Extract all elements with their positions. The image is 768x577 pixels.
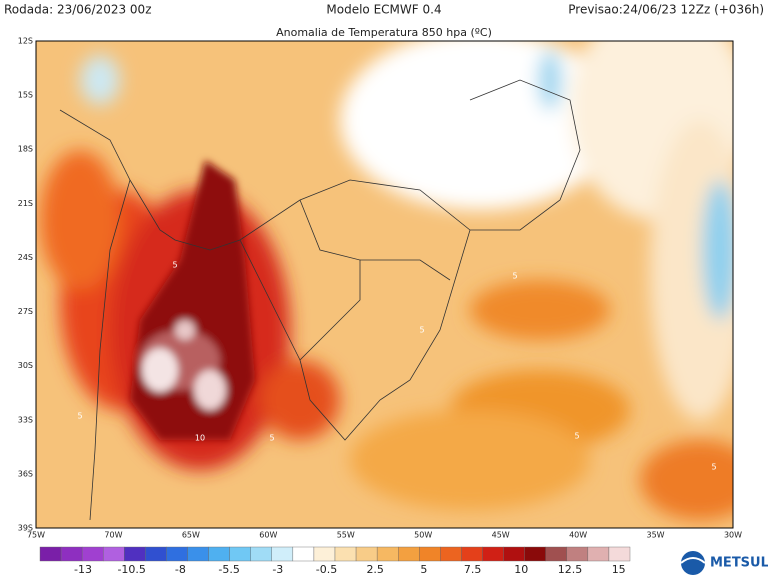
colorbar-tick-label: 15 bbox=[612, 563, 626, 576]
lon-label: 40W bbox=[569, 531, 587, 540]
run-label: Rodada: 23/06/2023 00z bbox=[4, 3, 152, 17]
colorbar-swatch bbox=[229, 546, 251, 562]
colorbar-tick-label: -13 bbox=[74, 563, 92, 576]
colorbar-swatch bbox=[292, 546, 315, 562]
colorbar-tick-label: -0.5 bbox=[316, 563, 337, 576]
contour-label: 5 bbox=[574, 432, 579, 441]
lon-label: 55W bbox=[337, 531, 355, 540]
colorbar-tick-label: 5 bbox=[420, 563, 427, 576]
colorbar-swatch bbox=[313, 546, 336, 562]
colorbar-swatch bbox=[271, 546, 294, 562]
logo-text: METSUL bbox=[710, 556, 768, 571]
lat-label: 30S bbox=[18, 361, 33, 370]
lon-label: 35W bbox=[647, 531, 665, 540]
lat-label: 36S bbox=[18, 469, 33, 478]
forecast-label: Previsao:24/06/23 12Zz (+036h) bbox=[568, 3, 764, 17]
colorbar-swatch bbox=[355, 546, 378, 562]
lon-label: 70W bbox=[104, 531, 122, 540]
colorbar-tick-label: -5.5 bbox=[218, 563, 239, 576]
colorbar-swatch bbox=[587, 546, 610, 562]
lat-label: 18S bbox=[18, 145, 33, 154]
lat-label: 33S bbox=[18, 415, 33, 424]
model-label: Modelo ECMWF 0.4 bbox=[326, 3, 441, 17]
colorbar-swatch bbox=[608, 546, 631, 562]
colorbar-tick-label: 7.5 bbox=[464, 563, 482, 576]
contour-label: 5 bbox=[512, 272, 517, 281]
colorbar-tick-label: 10 bbox=[514, 563, 528, 576]
colorbar-swatch bbox=[187, 546, 209, 562]
colorbar-tick-label: 2.5 bbox=[366, 563, 384, 576]
lon-label: 75W bbox=[27, 531, 45, 540]
colorbar-swatch bbox=[376, 546, 399, 562]
lon-label: 30W bbox=[724, 531, 742, 540]
colorbar-swatch bbox=[60, 546, 83, 562]
colorbar-swatch bbox=[124, 546, 146, 562]
colorbar-tick-label: -8 bbox=[175, 563, 186, 576]
colorbar-swatch bbox=[440, 546, 462, 562]
contour-label: 5 bbox=[172, 261, 177, 270]
logo: METSUL bbox=[680, 551, 768, 575]
lon-label: 45W bbox=[492, 531, 510, 540]
contour-label: 10 bbox=[195, 434, 205, 443]
lat-label: 27S bbox=[18, 307, 33, 316]
colorbar-swatch bbox=[398, 546, 420, 562]
lon-label: 50W bbox=[414, 531, 432, 540]
map-title: Anomalia de Temperatura 850 hpa (ºC) bbox=[276, 26, 492, 39]
colorbar-swatch bbox=[334, 546, 357, 562]
lat-label: 24S bbox=[18, 253, 33, 262]
lat-label: 39S bbox=[18, 524, 33, 533]
colorbar-swatch bbox=[39, 546, 62, 562]
colorbar: -13 -10.5 -8 -5.5 -3 -0.5 2.5 5 7.5 10 12.5 15 bbox=[39, 546, 631, 576]
colorbar-swatch bbox=[145, 546, 167, 562]
contour-label: 5 bbox=[269, 434, 274, 443]
map-frame bbox=[35, 40, 734, 529]
colorbar-tick-label: 12.5 bbox=[558, 563, 583, 576]
colorbar-swatch bbox=[81, 546, 104, 562]
colorbar-swatch bbox=[503, 546, 525, 562]
lat-label: 21S bbox=[18, 199, 33, 208]
contour-label: 5 bbox=[711, 463, 716, 472]
colorbar-swatch bbox=[566, 546, 589, 562]
colorbar-swatch bbox=[419, 546, 441, 562]
colorbar-swatch bbox=[461, 546, 483, 562]
lat-label: 15S bbox=[18, 91, 33, 100]
map-field bbox=[36, 41, 733, 528]
colorbar-swatch bbox=[482, 546, 504, 562]
colorbar-tick-label: -10.5 bbox=[117, 563, 145, 576]
colorbar-swatch bbox=[250, 546, 272, 562]
colorbar-swatch bbox=[524, 546, 546, 562]
lat-label: 12S bbox=[18, 37, 33, 46]
colorbar-tick-label: -3 bbox=[272, 563, 283, 576]
lon-label: 60W bbox=[259, 531, 277, 540]
colorbar-swatch bbox=[545, 546, 567, 562]
colorbar-swatch bbox=[166, 546, 188, 562]
contour-label: 5 bbox=[77, 412, 82, 421]
lon-label: 65W bbox=[182, 531, 200, 540]
colorbar-swatch bbox=[103, 546, 125, 562]
colorbar-swatch bbox=[208, 546, 230, 562]
contour-label: 5 bbox=[419, 326, 424, 335]
